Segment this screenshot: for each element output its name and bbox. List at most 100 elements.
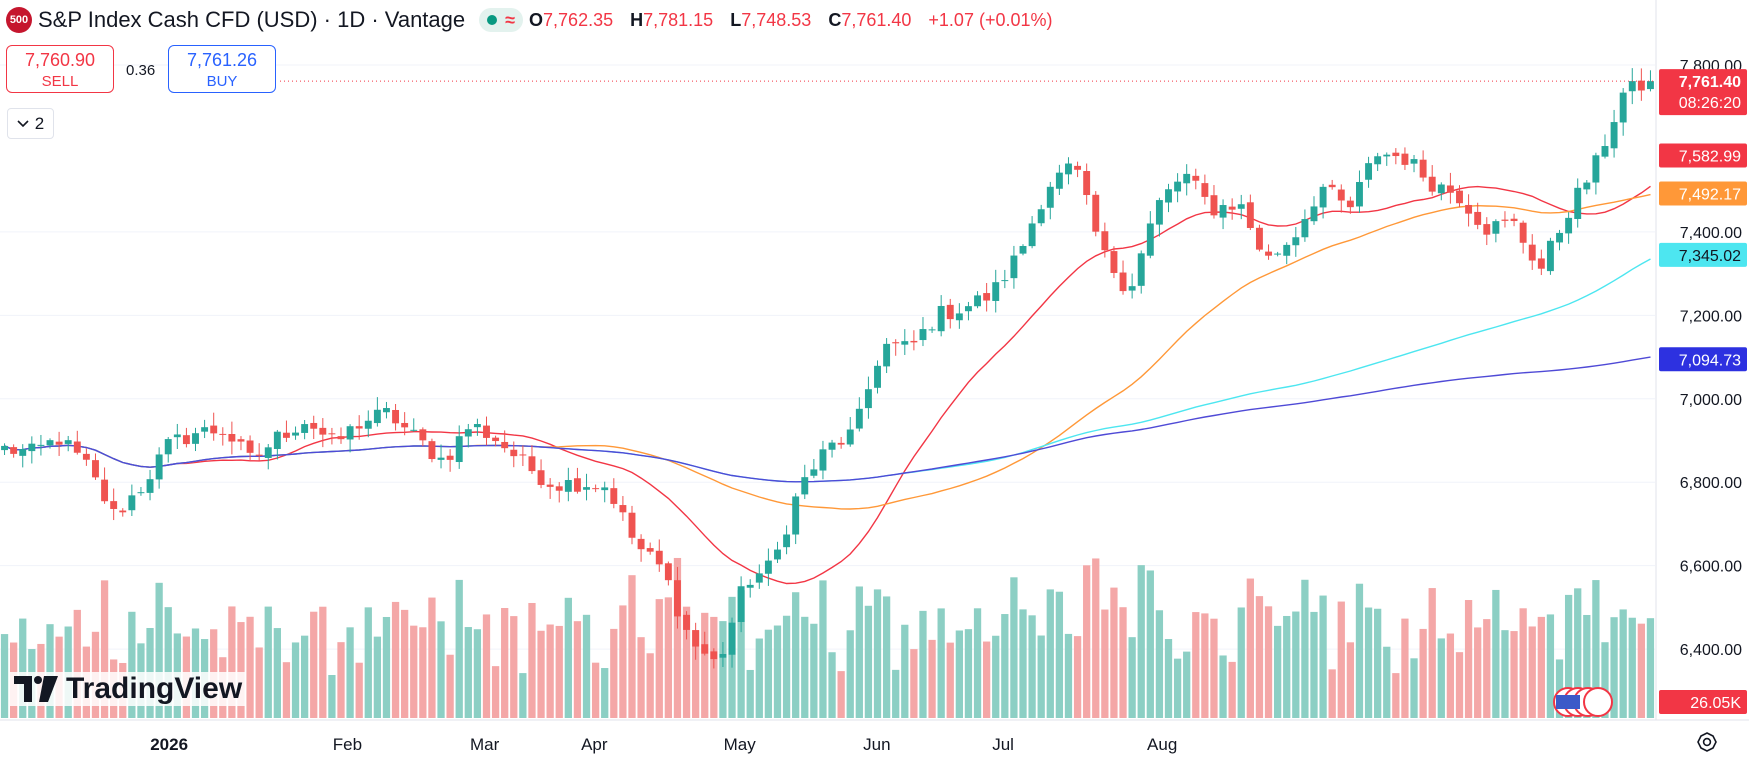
sell-button[interactable]: 7,760.90 SELL <box>6 45 114 93</box>
volume-bar <box>591 662 600 718</box>
volume-bar <box>692 630 700 718</box>
candle-body <box>692 630 700 647</box>
candle-body <box>264 447 272 458</box>
volume-bar <box>864 605 873 718</box>
volume-bar <box>1001 614 1009 718</box>
volume-bar <box>1474 627 1482 718</box>
candle-body <box>310 422 318 429</box>
volume-bar <box>546 624 554 718</box>
symbol-title[interactable]: S&P Index Cash CFD (USD) · 1D · Vantage <box>38 7 466 32</box>
candle-body <box>974 295 981 307</box>
volume-bar <box>619 605 627 718</box>
candle-body <box>1183 173 1191 184</box>
candle-body <box>492 437 500 442</box>
candle-body <box>646 548 654 552</box>
candle-body <box>864 389 872 409</box>
ma-value-tag <box>1659 143 1747 168</box>
candle-body <box>683 614 691 630</box>
volume-bar <box>928 639 936 718</box>
candle-body <box>846 429 854 445</box>
buy-button[interactable]: 7,761.26 BUY <box>168 45 276 93</box>
candle-body <box>10 447 18 454</box>
candle-body <box>710 651 718 660</box>
market-status[interactable]: ≈ <box>479 8 524 32</box>
candle-body <box>46 440 54 446</box>
volume-bar <box>773 625 782 718</box>
volume-bar <box>1092 558 1100 718</box>
bar-countdown-label: 08:26:20 <box>1679 95 1741 112</box>
volume-bar <box>410 625 418 718</box>
candle-body <box>1610 122 1618 149</box>
candle-body <box>410 429 418 431</box>
candle-body <box>1310 206 1318 222</box>
volume-bar <box>1173 658 1182 718</box>
candle-body <box>1456 190 1463 204</box>
candle-body <box>755 573 763 583</box>
volume-bar <box>1064 633 1073 718</box>
candle-body <box>483 425 490 438</box>
volume-bar <box>1337 601 1345 718</box>
volume-bar <box>1537 616 1545 718</box>
ma-value-tag <box>1659 347 1747 372</box>
candle-body <box>655 550 663 565</box>
volume-bar <box>1383 646 1391 718</box>
candle-body <box>583 487 590 490</box>
volume-bar <box>1292 611 1300 718</box>
volume-bar <box>746 669 754 718</box>
volume-bar <box>264 606 272 718</box>
candle-body <box>1583 182 1591 190</box>
volume-bar <box>1246 578 1254 718</box>
volume-bar <box>319 606 327 718</box>
volume-bar <box>128 611 136 718</box>
volume-bar <box>419 627 427 718</box>
candle-body <box>1446 185 1454 193</box>
candle-body <box>901 341 909 345</box>
ma-value-label: 7,345.02 <box>1679 248 1741 265</box>
candle-body <box>610 488 618 504</box>
volume-bar <box>100 580 109 718</box>
event-flag-icon <box>1583 687 1613 717</box>
candle-body <box>701 644 709 654</box>
candle-body <box>801 477 809 495</box>
candle-body <box>119 510 127 513</box>
candle-body <box>401 422 409 428</box>
volume-bar <box>382 616 391 718</box>
x-tick-label: Feb <box>333 735 362 754</box>
y-tick-label: 7,000.00 <box>1680 392 1742 409</box>
x-tick-label: Mar <box>470 735 500 754</box>
candle-body <box>946 304 954 320</box>
candle-body <box>528 456 536 472</box>
candle-body <box>774 549 781 560</box>
volume-bar <box>1128 637 1136 718</box>
volume-bar <box>1055 591 1064 718</box>
volume-bar <box>555 625 563 718</box>
candle-body <box>1265 251 1272 256</box>
candle-body <box>1628 81 1636 92</box>
volume-bar <box>1483 619 1491 718</box>
tradingview-logo[interactable]: TradingView <box>10 672 247 706</box>
settings-gear-icon[interactable] <box>1695 730 1719 754</box>
candle-body <box>837 442 845 445</box>
volume-bar <box>300 635 309 718</box>
volume-bar <box>1019 609 1027 718</box>
candle-body <box>1365 163 1373 180</box>
indicators-toggle-button[interactable]: 2 <box>7 108 54 139</box>
volume-bar <box>855 586 863 718</box>
candle-body <box>1092 194 1100 232</box>
volume-bar <box>1437 638 1445 718</box>
candle-body <box>819 449 827 471</box>
candle-body <box>392 409 400 424</box>
candle-body <box>1428 176 1436 192</box>
candle-body <box>964 306 972 312</box>
ma-20-line <box>4 185 1651 585</box>
candle-body <box>955 313 963 321</box>
volume-bar <box>873 589 882 718</box>
volume-bar <box>1619 609 1627 718</box>
candle-body <box>1128 286 1136 291</box>
candle-body <box>1474 211 1482 225</box>
candle-body <box>728 622 736 655</box>
ma-value-tag <box>1659 242 1747 267</box>
volume-bar <box>1273 625 1282 718</box>
symbol-logo[interactable]: 500 <box>6 7 32 33</box>
